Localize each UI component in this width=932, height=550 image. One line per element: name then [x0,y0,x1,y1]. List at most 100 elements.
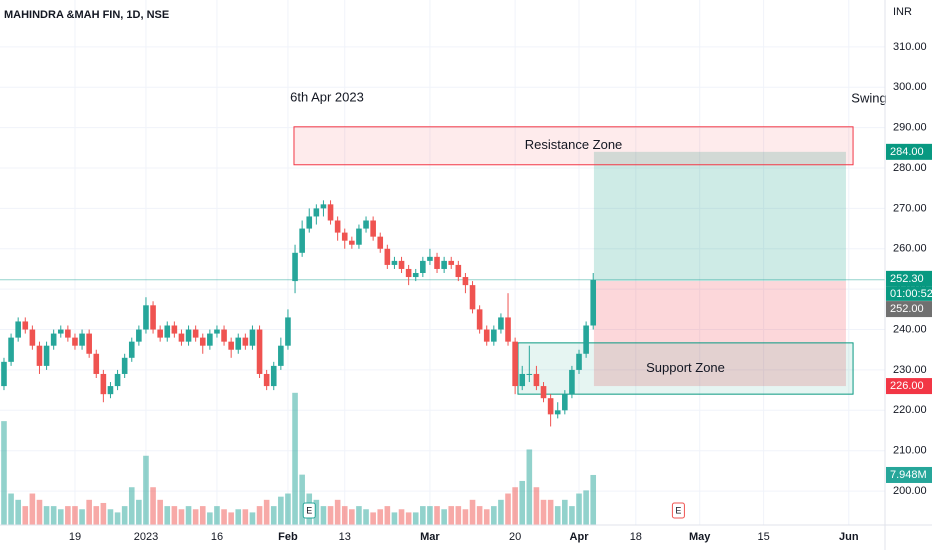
volume-bar [263,499,270,525]
volume-bar [334,499,341,525]
candle-body [207,333,213,346]
candle-body [185,329,192,342]
volume-bar [8,493,14,525]
volume-bar [128,487,135,525]
candle-body [136,329,142,342]
volume-bar [278,496,284,525]
x-tick-label: 20 [509,531,521,543]
volume-bar [100,502,107,525]
volume-bar [349,509,355,525]
currency: INR [893,6,912,18]
volume-bar [256,506,263,525]
candle-body [107,386,114,395]
candle-body [491,329,497,342]
volume-bar [249,512,256,525]
volume-bar [157,499,163,525]
price-badge [886,143,932,160]
candle-body [8,337,14,362]
volume-bar [221,509,227,525]
volume-bar [427,506,433,525]
candle-body [356,228,362,245]
candle-body [320,204,327,209]
volume-bar [199,506,206,525]
candle-body [334,220,341,233]
candle-body [1,361,7,387]
volume-bar [1,421,7,525]
volume-bar [285,493,291,525]
candle-body [36,345,43,366]
candle-body [420,260,426,273]
volume-bar [434,506,440,525]
x-tick-label: May [689,531,711,543]
y-tick-label: 270.00 [893,202,927,214]
volume-bar [498,499,504,525]
candle-body [121,357,128,374]
candle-body [434,256,440,269]
x-tick-label: Feb [278,531,298,543]
candle-body [100,373,107,395]
candle-body [512,341,518,387]
candle-body [377,236,384,249]
volume-bar [164,506,171,525]
volume-bar [540,499,547,525]
event-marker [671,502,685,519]
event-marker [302,502,316,519]
zone [293,126,854,166]
countdown: 01:00:52 [890,288,932,300]
volume-bar [405,512,412,525]
candle-body [519,373,526,387]
volume-bar [363,509,369,525]
x-tick-label: Apr [570,531,590,543]
candle-body [427,256,433,261]
x-tick-label: Jun [839,531,859,543]
countdown-badge [886,286,932,301]
volume-bar [512,487,518,525]
price-badge-label: 252.30 [890,273,924,285]
y-tick-label: 230.00 [893,364,927,376]
annotation: 6th Apr 2023 [290,89,364,104]
candle-body [79,333,85,346]
volume-bar [491,506,497,525]
volume-bar [483,509,490,525]
volume-bar [391,512,398,525]
candle-body [235,337,242,350]
volume-bar [583,490,589,525]
volume-bar [377,509,384,525]
candle-body [441,260,447,269]
candle-body [505,317,511,342]
candle-body [178,333,185,342]
volume-bar [313,499,320,525]
candle-body [576,353,582,370]
volume-bar [242,509,249,525]
volume-bar [36,499,43,525]
volume-bar [398,509,405,525]
candle-body [341,232,348,241]
volume-bar [526,449,533,525]
annotation: Swing [851,90,886,105]
volume-bar [519,480,526,525]
volume-bar [192,509,199,525]
candle-body [285,317,291,346]
candle-body [313,208,320,217]
volume-bar [214,506,220,525]
volume-bar [299,474,305,525]
y-tick-label: 200.00 [893,485,927,497]
volume-bar [43,506,50,525]
zone-label: Resistance Zone [525,137,623,152]
candle-body [562,394,568,411]
volume-bar [270,506,277,525]
volume-bar [29,493,36,525]
x-tick-label: 13 [339,531,351,543]
candle-body [533,373,540,387]
volume-bar [86,499,92,525]
volume-bar [384,506,391,525]
candle-body [150,305,156,330]
candle-body [192,329,199,338]
volume-badge [886,466,932,483]
volume-bar [79,509,85,525]
y-tick-label: 260.00 [893,243,927,255]
candle-body [299,228,305,253]
candle-body [526,373,533,375]
price-badge [886,301,932,318]
